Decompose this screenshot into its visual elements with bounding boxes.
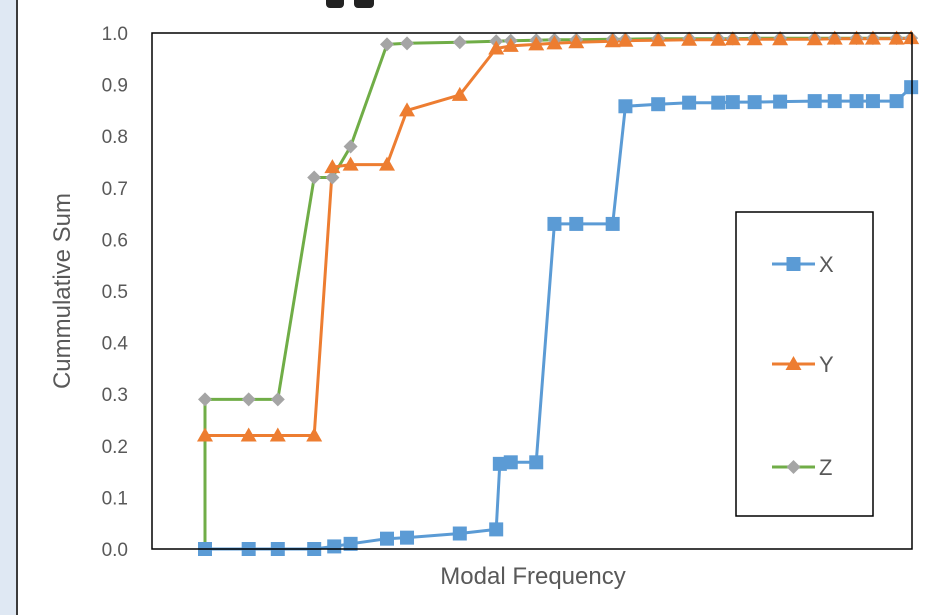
- y-tick-label: 0.3: [102, 385, 128, 406]
- series-z-point: [270, 392, 285, 407]
- y-tick-label: 0.8: [102, 127, 128, 148]
- series-x-point: [489, 522, 504, 537]
- series-x-point: [807, 94, 822, 109]
- series-markers: [197, 30, 920, 556]
- series-y-point: [903, 30, 920, 45]
- legend-z-marker: [786, 460, 801, 474]
- y-axis-title: Cummulative Sum: [49, 193, 76, 389]
- series-y-point: [806, 31, 823, 46]
- y-tick-label: 0.2: [102, 437, 128, 458]
- series-z-point: [380, 37, 394, 52]
- series-x-point: [503, 455, 518, 470]
- series-y-point: [604, 33, 621, 48]
- series-y-point: [502, 37, 519, 52]
- series-y-point: [848, 30, 865, 45]
- plot-area-frame: [151, 32, 913, 550]
- series-y-point: [240, 427, 257, 442]
- series-y-point: [546, 35, 563, 50]
- series-x-point: [827, 94, 842, 109]
- series-x-point: [547, 216, 562, 231]
- series-x-point: [773, 94, 788, 109]
- series-x-point: [618, 99, 633, 114]
- series-y-point: [399, 102, 416, 117]
- series-y-point: [650, 32, 667, 47]
- legend-y-label: Y: [819, 352, 834, 377]
- legend-x-label: X: [819, 252, 834, 277]
- series-y-point: [724, 31, 741, 46]
- series-y-point: [451, 86, 468, 101]
- series-z-point: [452, 35, 467, 50]
- series-y-point: [269, 427, 286, 442]
- series-x-point: [569, 216, 584, 231]
- series-x-point: [747, 95, 762, 110]
- series-y-point: [772, 31, 789, 46]
- y-tick-label: 1.0: [102, 24, 128, 45]
- series-y-point: [342, 156, 359, 171]
- series-z-point: [241, 392, 256, 407]
- series-x-point: [725, 95, 740, 110]
- y-tick-label: 0.7: [102, 179, 128, 200]
- series-y-point: [197, 427, 213, 442]
- clipped-title-fragment: [354, 0, 374, 8]
- series-z-point: [307, 170, 322, 185]
- series-y-point: [306, 427, 323, 442]
- series-y-point: [746, 31, 763, 46]
- y-tick-label: 0.9: [102, 76, 128, 97]
- series-y-point: [568, 34, 585, 49]
- series-z-point: [198, 392, 212, 407]
- series-y-point: [888, 30, 905, 45]
- series-x-point: [327, 539, 342, 554]
- window-left-edge: [0, 0, 18, 615]
- legend-z-label: Z: [819, 455, 832, 480]
- x-axis-title: Modal Frequency: [440, 563, 625, 590]
- series-x-point: [651, 97, 666, 112]
- series-y-point: [617, 32, 634, 47]
- y-tick-label: 0.5: [102, 282, 128, 303]
- series-x-point: [865, 94, 880, 109]
- y-tick-label: 0.1: [102, 488, 128, 509]
- series-x-point: [849, 94, 864, 109]
- y-axis-ticks: 0.0 0.1 0.2 0.3 0.4 0.5 0.6 0.7 0.8 0.9 1.0: [102, 24, 129, 561]
- series-y-point: [681, 31, 698, 46]
- series-x-point: [711, 95, 726, 110]
- series-x-point: [605, 216, 620, 231]
- series-y-point: [710, 31, 727, 46]
- series-y-point: [864, 30, 881, 45]
- series-x-point: [682, 95, 697, 110]
- y-tick-label: 0.6: [102, 230, 128, 251]
- series-y-point: [488, 40, 505, 55]
- series-y-point: [379, 156, 395, 171]
- y-tick-label: 0.0: [102, 540, 128, 561]
- series-x-point: [400, 530, 415, 545]
- legend: X Y Z: [735, 211, 874, 517]
- series-x-point: [904, 80, 919, 95]
- series-x-point: [529, 455, 544, 470]
- legend-y-marker: [785, 356, 802, 370]
- series-y-point: [528, 36, 545, 51]
- series-x-point: [492, 456, 507, 471]
- y-tick-label: 0.4: [102, 334, 129, 355]
- series-x-point: [380, 531, 394, 546]
- series-z-point: [325, 170, 340, 185]
- series-x-point: [452, 526, 467, 541]
- series-z-point: [343, 139, 358, 154]
- series-z-point: [400, 36, 415, 51]
- legend-x-marker: [786, 257, 801, 271]
- series-y-line: [205, 36, 912, 437]
- series-y-point: [826, 30, 843, 45]
- series-y-point: [324, 159, 341, 174]
- series-x-point: [889, 94, 904, 109]
- clipped-title-fragment: [326, 0, 344, 8]
- series-x-point: [343, 536, 358, 551]
